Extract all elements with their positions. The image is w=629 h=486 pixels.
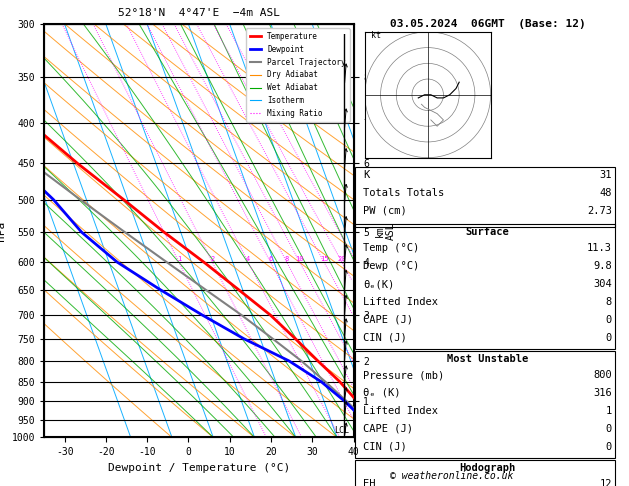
Title: 52°18'N  4°47'E  −4m ASL: 52°18'N 4°47'E −4m ASL <box>118 8 280 18</box>
Text: 800: 800 <box>593 370 612 380</box>
Bar <box>355 224 615 349</box>
Text: Surface: Surface <box>465 227 509 237</box>
Text: θₑ (K): θₑ (K) <box>363 388 401 398</box>
Text: Most Unstable: Most Unstable <box>447 354 528 364</box>
Text: Dewp (°C): Dewp (°C) <box>363 261 419 271</box>
Text: 15: 15 <box>320 256 328 262</box>
Y-axis label: hPa: hPa <box>0 221 6 241</box>
Text: EH: EH <box>363 479 376 486</box>
Text: 48: 48 <box>599 188 612 198</box>
Text: 12: 12 <box>599 479 612 486</box>
Text: 9.8: 9.8 <box>593 261 612 271</box>
Text: 8: 8 <box>606 297 612 307</box>
Text: 20: 20 <box>338 256 346 262</box>
Bar <box>355 167 615 227</box>
Text: Lifted Index: Lifted Index <box>363 297 438 307</box>
Text: 316: 316 <box>593 388 612 398</box>
Text: CIN (J): CIN (J) <box>363 333 407 343</box>
Text: CAPE (J): CAPE (J) <box>363 315 413 325</box>
Text: 31: 31 <box>599 170 612 180</box>
Text: 1: 1 <box>606 406 612 416</box>
Text: Temp (°C): Temp (°C) <box>363 243 419 253</box>
Text: 6: 6 <box>268 256 272 262</box>
Text: 10: 10 <box>296 256 304 262</box>
Text: 4: 4 <box>246 256 250 262</box>
Text: 2.73: 2.73 <box>587 206 612 216</box>
Text: CAPE (J): CAPE (J) <box>363 424 413 434</box>
Text: Pressure (mb): Pressure (mb) <box>363 370 444 380</box>
Bar <box>355 351 615 458</box>
Text: 03.05.2024  06GMT  (Base: 12): 03.05.2024 06GMT (Base: 12) <box>390 19 586 30</box>
Text: 0: 0 <box>606 424 612 434</box>
Text: 0: 0 <box>606 442 612 451</box>
X-axis label: Dewpoint / Temperature (°C): Dewpoint / Temperature (°C) <box>108 463 290 473</box>
Text: 2: 2 <box>210 256 214 262</box>
Bar <box>355 460 615 486</box>
Text: Hodograph: Hodograph <box>459 463 516 473</box>
Text: 304: 304 <box>593 279 612 289</box>
Text: 11.3: 11.3 <box>587 243 612 253</box>
Text: 1: 1 <box>177 256 181 262</box>
Text: K: K <box>363 170 369 180</box>
Y-axis label: km
ASL: km ASL <box>375 222 396 240</box>
Text: © weatheronline.co.uk: © weatheronline.co.uk <box>390 471 513 481</box>
Text: Lifted Index: Lifted Index <box>363 406 438 416</box>
Text: kt: kt <box>371 31 381 40</box>
Text: Totals Totals: Totals Totals <box>363 188 444 198</box>
Text: 0: 0 <box>606 315 612 325</box>
Text: θₑ(K): θₑ(K) <box>363 279 394 289</box>
Text: PW (cm): PW (cm) <box>363 206 407 216</box>
Text: LCL: LCL <box>335 426 350 435</box>
Legend: Temperature, Dewpoint, Parcel Trajectory, Dry Adiabat, Wet Adiabat, Isotherm, Mi: Temperature, Dewpoint, Parcel Trajectory… <box>246 28 350 122</box>
Text: 8: 8 <box>284 256 289 262</box>
Text: 0: 0 <box>606 333 612 343</box>
Text: CIN (J): CIN (J) <box>363 442 407 451</box>
